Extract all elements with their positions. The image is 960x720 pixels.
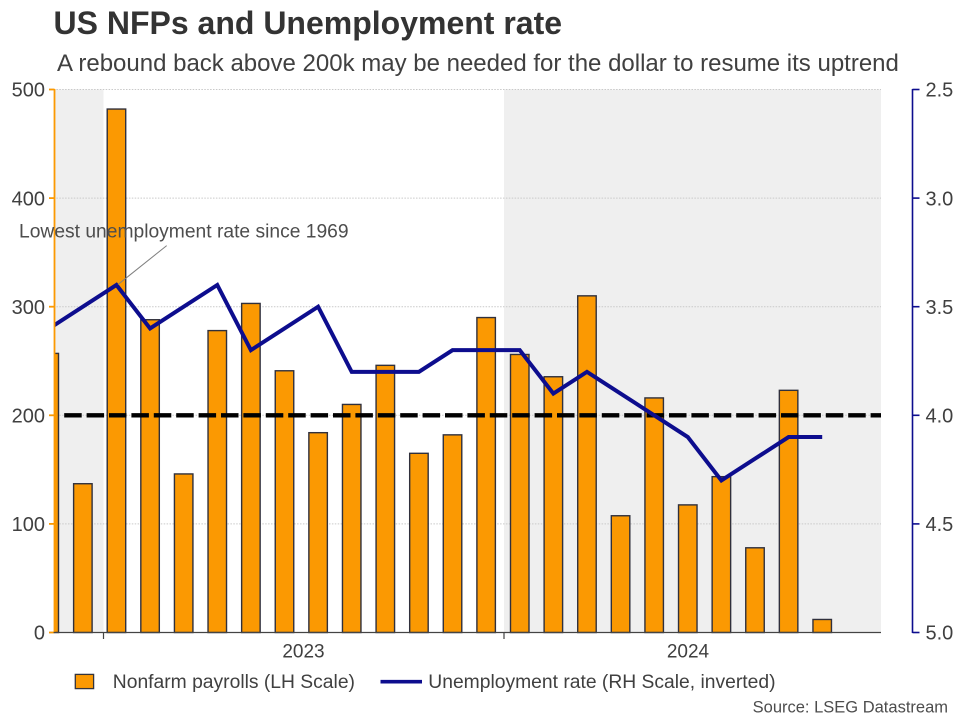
svg-text:A rebound back above 200k may: A rebound back above 200k may be needed … <box>57 50 899 77</box>
svg-text:500: 500 <box>12 80 45 102</box>
svg-text:2024: 2024 <box>667 642 710 663</box>
svg-text:200: 200 <box>12 406 45 428</box>
svg-text:4.5: 4.5 <box>926 514 954 536</box>
svg-text:400: 400 <box>12 188 45 210</box>
svg-text:3.5: 3.5 <box>926 297 954 319</box>
svg-text:5.0: 5.0 <box>926 623 954 645</box>
svg-text:US NFPs and Unemployment rate: US NFPs and Unemployment rate <box>54 5 563 41</box>
svg-text:Unemployment rate (RH Scale, i: Unemployment rate (RH Scale, inverted) <box>428 672 775 693</box>
svg-text:100: 100 <box>12 514 45 536</box>
svg-text:0: 0 <box>34 623 45 645</box>
svg-text:2.5: 2.5 <box>926 80 954 102</box>
svg-text:Lowest unemployment rate since: Lowest unemployment rate since 1969 <box>19 221 349 242</box>
svg-text:Source: LSEG Datastream: Source: LSEG Datastream <box>753 699 948 717</box>
svg-text:2023: 2023 <box>282 642 324 663</box>
svg-text:300: 300 <box>12 297 45 319</box>
svg-text:Nonfarm payrolls (LH Scale): Nonfarm payrolls (LH Scale) <box>113 672 355 693</box>
svg-text:3.0: 3.0 <box>926 188 954 210</box>
svg-text:4.0: 4.0 <box>926 406 954 428</box>
